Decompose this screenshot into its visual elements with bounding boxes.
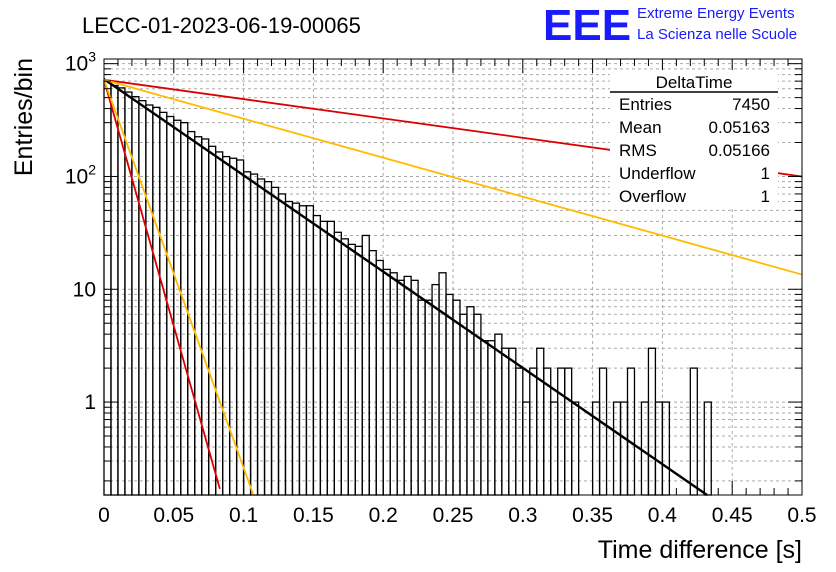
histogram-bin (445, 293, 454, 496)
x-tick-label: 0.05 (153, 504, 194, 527)
x-tick-label: 0.4 (648, 504, 678, 527)
x-tick-label: 0.15 (293, 504, 334, 527)
histogram-bin (473, 313, 482, 496)
x-axis-label: Time difference [s] (598, 536, 802, 564)
x-tick-label: 0.2 (369, 504, 398, 527)
run-title: LECC-01-2023-06-19-00065 (82, 13, 361, 38)
stats-row-value: 7450 (732, 95, 770, 114)
stats-row-value: 0.05166 (709, 141, 770, 160)
histogram-bin (494, 333, 503, 496)
y-tick-label: 103 (65, 49, 96, 76)
histogram-bin (340, 238, 349, 496)
histogram-bin (110, 84, 119, 496)
histogram-bin (466, 306, 475, 496)
stats-box: DeltaTime Entries 7450 Mean 0.05163 RMS 0.051… (610, 70, 778, 208)
logo-mark: EEE (543, 1, 631, 50)
stats-background (610, 70, 778, 208)
stats-row-value: 1 (761, 187, 770, 206)
logo-line-1: Extreme Energy Events (637, 5, 795, 22)
histogram-bin (438, 272, 447, 496)
x-tick-label: 0.3 (508, 504, 537, 527)
histogram-bin (347, 243, 356, 496)
y-tick-label: 10 (73, 278, 96, 301)
eee-logo: EEE Extreme Energy Events La Scienza nel… (543, 1, 797, 50)
stats-row-label: Mean (619, 118, 662, 137)
axis-ticks (103, 59, 803, 495)
histogram-bin (564, 367, 573, 496)
x-tick-label: 0.25 (433, 504, 474, 527)
histogram-bin (515, 367, 524, 496)
histogram-bin (208, 145, 217, 496)
histogram-bin (354, 245, 363, 496)
x-tick-label: 0.1 (229, 504, 258, 527)
histogram-bin (389, 272, 398, 496)
histogram-bin (647, 347, 657, 496)
histogram-bin (480, 340, 489, 496)
histogram-bin (333, 231, 342, 496)
histogram-bin (424, 299, 433, 496)
histogram-bin (452, 299, 461, 496)
histogram-bin (305, 205, 315, 496)
histogram-bin (201, 138, 210, 496)
histogram-bin (270, 186, 280, 496)
histogram-bin (103, 80, 112, 496)
histogram-bin (152, 106, 161, 496)
histogram-bin (368, 249, 377, 496)
x-tick-label: 0.45 (712, 504, 753, 527)
stats-row-label: Entries (619, 95, 672, 114)
histogram-bin (626, 367, 636, 496)
histogram-bin (598, 367, 608, 496)
histogram-bin (326, 220, 335, 496)
x-tick-labels: 0 0.05 0.1 0.15 0.2 0.25 0.3 0.35 0.4 0.45 0.5 (98, 504, 816, 527)
histogram-bin (277, 193, 287, 496)
y-axis-label: Entries/bin (10, 58, 38, 176)
stats-row-value: 1 (761, 164, 770, 183)
histogram-bin (396, 279, 405, 496)
x-tick-label: 0 (98, 504, 110, 527)
histogram-bin (131, 96, 140, 496)
histogram-bin (501, 347, 510, 496)
y-tick-label: 1 (84, 391, 96, 414)
x-tick-label: 0.35 (572, 504, 613, 527)
histogram-bin (222, 155, 231, 496)
histogram-bin (403, 275, 412, 496)
stats-row-value: 0.05163 (709, 118, 770, 137)
histogram-bin (689, 367, 698, 496)
stats-row-label: Underflow (619, 164, 696, 183)
fit-line (103, 78, 708, 496)
histogram-bin (410, 279, 419, 496)
stats-row-label: RMS (619, 141, 657, 160)
histogram-bin (194, 136, 203, 496)
logo-line-2: La Scienza nelle Scuole (637, 26, 797, 43)
histogram-bin (291, 202, 301, 496)
histogram-bin (431, 283, 440, 496)
histogram-bin (536, 347, 545, 496)
histogram-bin (417, 299, 426, 496)
x-tick-label: 0.5 (787, 504, 816, 527)
histogram-bin (263, 180, 273, 496)
histogram-bin (375, 259, 384, 496)
histogram-bin (159, 111, 168, 496)
y-tick-label: 102 (65, 161, 96, 188)
histogram-bin (361, 234, 370, 496)
stats-rows: Entries 7450 Mean 0.05163 RMS 0.05166 Underflo… (619, 95, 770, 206)
histogram-bin (557, 367, 566, 496)
histogram-bin (319, 220, 329, 496)
stats-row-label: Overflow (619, 187, 687, 206)
fit-line (103, 79, 221, 490)
histogram-bin (487, 340, 496, 496)
fit-line (103, 79, 255, 496)
histogram-bin (256, 178, 266, 496)
fit-line (103, 78, 803, 276)
y-tick-labels: 1 10 102 103 (65, 49, 96, 414)
histogram-bin (312, 214, 322, 496)
histogram-bin (529, 367, 538, 496)
histogram-bin (459, 313, 468, 496)
histogram-bin (298, 205, 308, 496)
stats-title: DeltaTime (656, 73, 733, 92)
histogram-bin (508, 347, 517, 496)
